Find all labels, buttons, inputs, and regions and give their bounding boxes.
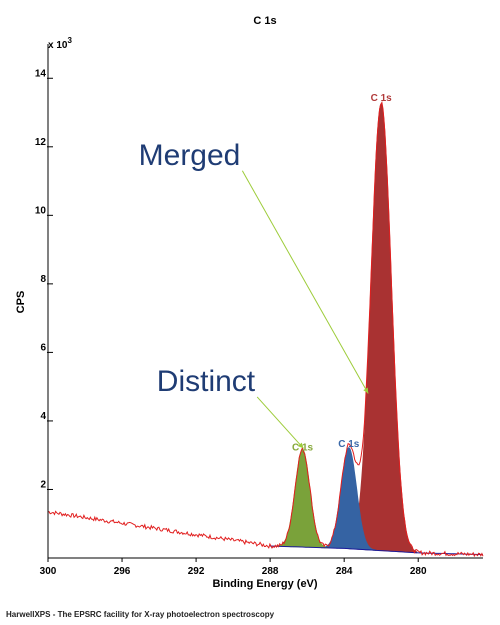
annotation-text-0: Merged [139,139,241,172]
chart-title: C 1s [253,15,276,27]
y-tick-label: 14 [35,68,47,79]
x-tick-label: 288 [262,566,279,577]
peak-2-fill [276,448,329,549]
y-multiplier-label: x 103 [48,36,72,51]
y-tick-label: 6 [40,342,46,353]
axes: 300 296 292 288 284 280 2 4 6 8 10 12 14 [35,44,483,577]
y-axis-label: CPS [15,291,27,314]
y-tick-label: 2 [40,479,46,490]
y-tick-label: 12 [35,137,47,148]
x-tick-label: 280 [410,566,427,577]
peak-label-1: C 1s [338,439,360,450]
x-tick-label: 300 [40,566,57,577]
annotation-line-0 [241,170,369,394]
peak-label-0: C 1s [371,93,393,104]
y-tick-label: 8 [40,274,46,285]
annotation-arrowhead-0 [363,387,369,394]
envelope-line [47,101,484,558]
x-tick-label: 296 [114,566,131,577]
annotation-line-1 [256,396,304,449]
background-line [270,545,484,556]
annotation-arrowhead-1 [297,442,304,449]
x-tick-label: 284 [336,566,353,577]
x-tick-label: 292 [188,566,205,577]
annotation-text-1: Distinct [157,365,256,398]
y-tick-label: 10 [35,205,47,216]
y-tick-label: 4 [40,411,46,422]
x-axis-label: Binding Energy (eV) [212,578,317,590]
footer-credit: HarwellXPS - The EPSRC facility for X-ra… [6,610,275,619]
y-multiplier-exponent: 3 [67,36,72,45]
